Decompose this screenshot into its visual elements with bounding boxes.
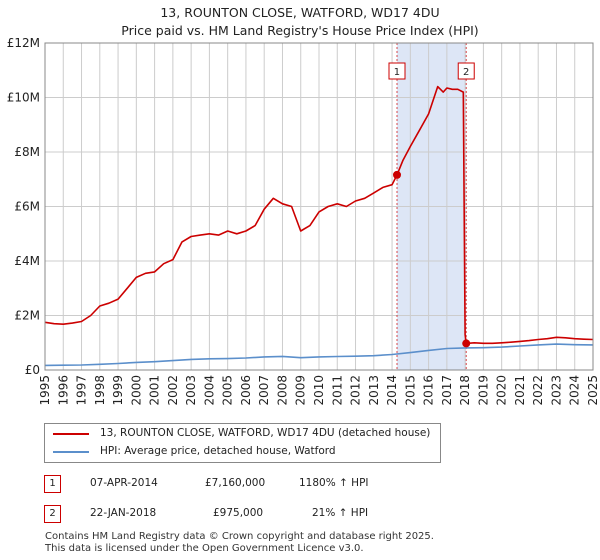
x-tick-label: 2006 <box>239 375 253 406</box>
x-tick-label: 2023 <box>549 375 563 406</box>
legend-label-hpi: HPI: Average price, detached house, Watf… <box>100 445 336 457</box>
sale-marker-box <box>457 62 475 80</box>
x-tick-label: 2010 <box>312 375 326 406</box>
x-tick-label: 2025 <box>586 375 600 406</box>
sale-row: 2 22-JAN-2018 £975,000 21% ↑ HPI <box>44 505 464 525</box>
sale-marker-label: 2 <box>463 67 469 78</box>
x-tick-label: 2009 <box>294 375 308 406</box>
x-tick-label: 2002 <box>166 375 180 406</box>
sale-date: 07-APR-2014 <box>90 477 158 489</box>
y-tick-label: £8M <box>14 145 40 159</box>
x-tick-label: 2011 <box>330 375 344 406</box>
sale-marker-box <box>388 62 406 80</box>
x-tick-label: 2001 <box>148 375 162 406</box>
sale-price: £7,160,000 <box>205 477 266 489</box>
sale-marker-label: 1 <box>394 67 400 78</box>
footer-line1: Contains HM Land Registry data © Crown c… <box>45 531 434 542</box>
x-tick-label: 2019 <box>476 375 490 406</box>
x-tick-label: 1996 <box>56 375 70 406</box>
chart-title: 13, ROUNTON CLOSE, WATFORD, WD17 4DU Pri… <box>0 4 600 40</box>
x-tick-label: 2003 <box>184 375 198 406</box>
x-tick-label: 2017 <box>440 375 454 406</box>
x-tick-label: 2014 <box>385 375 399 406</box>
sale-badge: 2 <box>44 505 61 523</box>
sale-row: 1 07-APR-2014 £7,160,000 1180% ↑ HPI <box>44 475 464 495</box>
x-tick-label: 2022 <box>531 375 545 406</box>
y-tick-label: £6M <box>14 200 40 214</box>
x-tick-label: 1998 <box>93 375 107 406</box>
x-tick-label: 2005 <box>221 375 235 406</box>
chart-title-line1: 13, ROUNTON CLOSE, WATFORD, WD17 4DU <box>160 5 440 20</box>
x-tick-label: 2020 <box>495 375 509 406</box>
legend-item-hpi: HPI: Average price, detached house, Watf… <box>45 443 440 461</box>
x-tick-label: 2018 <box>458 375 472 406</box>
y-tick-label: £2M <box>14 309 40 323</box>
sale-badge: 1 <box>44 475 61 493</box>
y-tick-label: £0 <box>25 363 40 377</box>
x-tick-label: 1997 <box>75 375 89 406</box>
y-tick-label: £10M <box>7 91 40 105</box>
legend-swatch-hpi <box>53 451 89 453</box>
x-tick-label: 2012 <box>349 375 363 406</box>
x-tick-label: 2008 <box>275 375 289 406</box>
x-tick-label: 2015 <box>403 375 417 406</box>
footer: Contains HM Land Registry data © Crown c… <box>45 531 434 555</box>
legend-item-property: 13, ROUNTON CLOSE, WATFORD, WD17 4DU (de… <box>45 425 440 443</box>
y-tick-label: £4M <box>14 254 40 268</box>
x-tick-label: 2021 <box>513 375 527 406</box>
sale-point <box>462 339 471 348</box>
x-tick-label: 2007 <box>257 375 271 406</box>
plot-frame <box>44 42 594 371</box>
x-tick-label: 1995 <box>38 375 52 406</box>
x-tick-label: 2016 <box>422 375 436 406</box>
price-chart: 1 2 £0 £2M £4M £6M £8M £10M £12M 1995 1996 1997 199… <box>7 36 600 406</box>
legend: 13, ROUNTON CLOSE, WATFORD, WD17 4DU (de… <box>44 423 441 463</box>
sale-date: 22-JAN-2018 <box>90 507 157 519</box>
x-tick-label: 2013 <box>367 375 381 406</box>
x-tick-label: 1999 <box>111 375 125 406</box>
legend-label-property: 13, ROUNTON CLOSE, WATFORD, WD17 4DU (de… <box>100 427 431 439</box>
x-tick-label: 2004 <box>202 375 216 406</box>
legend-swatch-property <box>53 433 89 435</box>
sale-price: £975,000 <box>213 507 264 519</box>
x-tick-label: 2000 <box>129 375 143 406</box>
sale-hpi-change: 21% ↑ HPI <box>312 507 369 519</box>
hpi-line <box>44 343 594 367</box>
x-tick-label: 2024 <box>568 375 582 406</box>
y-tick-label: £12M <box>7 36 40 50</box>
footer-line2: This data is licensed under the Open Gov… <box>45 543 364 554</box>
sale-hpi-change: 1180% ↑ HPI <box>299 477 369 489</box>
chart-title-line2: Price paid vs. HM Land Registry's House … <box>121 23 479 38</box>
sale-point <box>392 170 401 179</box>
property-price-line <box>44 85 594 345</box>
